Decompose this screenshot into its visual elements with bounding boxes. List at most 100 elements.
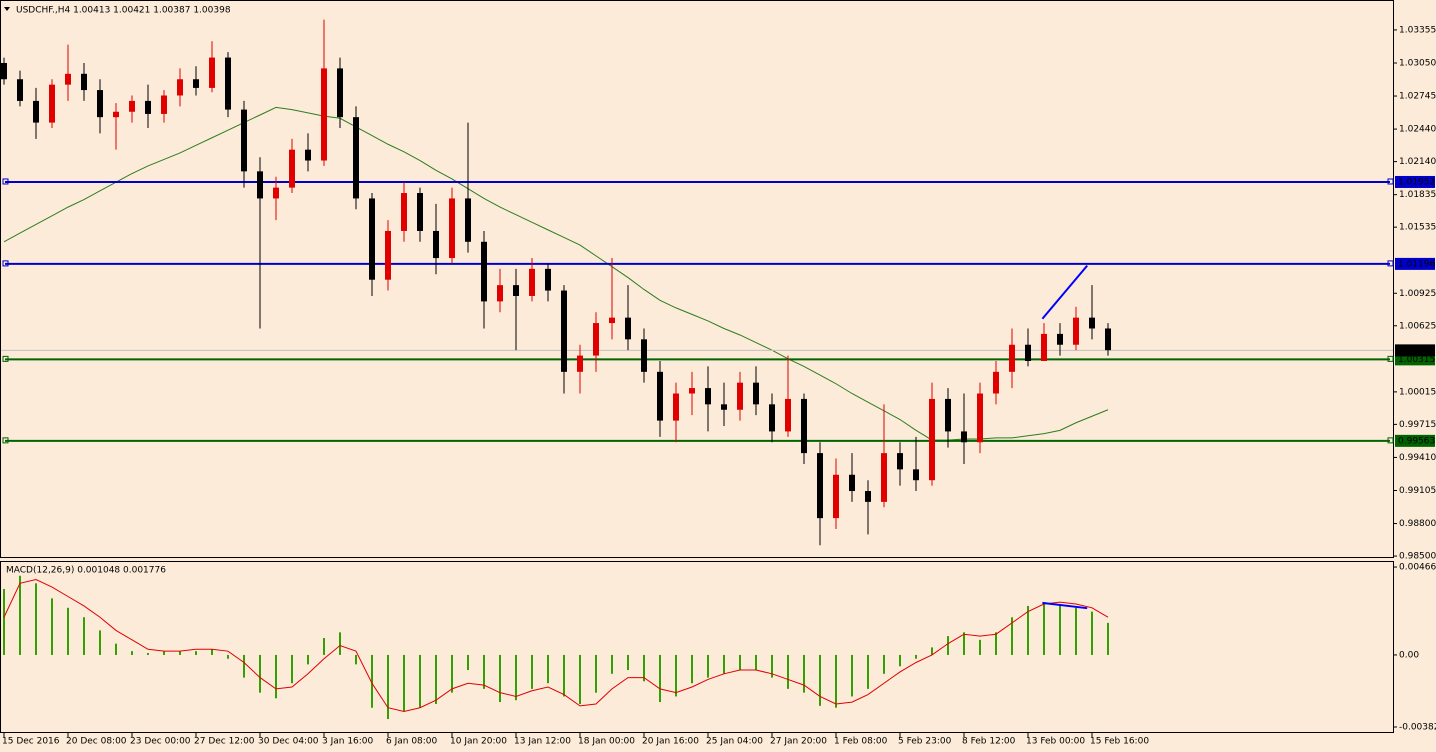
macd-bar: [835, 654, 837, 708]
candle-body: [913, 469, 919, 481]
candle-body: [113, 111, 119, 118]
candle-body: [225, 57, 231, 110]
candle-body: [1057, 333, 1063, 345]
x-tick-label: 23 Dec 00:00: [130, 737, 191, 747]
candle-body: [49, 84, 55, 123]
x-tick-label: 20 Jan 16:00: [642, 737, 699, 747]
candle-body: [1025, 344, 1031, 361]
candle-body: [529, 268, 535, 296]
macd-bar: [371, 654, 373, 708]
macd-bar: [931, 647, 933, 655]
level-label-box: [1395, 434, 1435, 447]
level-label: 0.99563: [1398, 436, 1435, 446]
candle-body: [17, 79, 23, 101]
macd-bar: [435, 654, 437, 704]
macd-bar: [35, 583, 37, 655]
price-tick-label: 0.99105: [1399, 486, 1436, 496]
level-label: 1.01196: [1398, 259, 1435, 269]
macd-bar: [451, 654, 453, 693]
macd-bar: [147, 653, 149, 655]
price-tick-label: 1.00625: [1399, 321, 1436, 331]
macd-bar: [307, 654, 309, 665]
x-tick-label: 18 Jan 00:00: [578, 737, 635, 747]
level-handle: [2, 437, 9, 444]
macd-bar: [1027, 605, 1029, 655]
x-tick-label: 10 Jan 20:00: [450, 737, 507, 747]
moving-average: [3, 106, 1109, 441]
macd-tick-label: -0.003821: [1399, 722, 1436, 732]
candle-body: [1073, 317, 1079, 345]
candle-body: [657, 371, 663, 421]
x-tick-label: 13 Feb 00:00: [1026, 737, 1085, 747]
candle-body: [1105, 328, 1111, 351]
candle-body: [353, 117, 359, 199]
candle-body: [801, 398, 807, 454]
level-handle: [2, 355, 9, 362]
price-tick-label: 0.98500: [1399, 552, 1436, 562]
price-tick-label: 1.03355: [1399, 25, 1436, 35]
level-handle: [2, 260, 9, 267]
candle-body: [833, 474, 839, 519]
macd-bar: [291, 654, 293, 684]
macd-bar: [755, 654, 757, 671]
candle-body: [385, 230, 391, 280]
candle-body: [241, 109, 247, 172]
macd-bar: [851, 654, 853, 697]
level-label-box: [1395, 175, 1435, 188]
candle-body: [321, 68, 327, 161]
candle-body: [289, 149, 295, 188]
candle-body: [577, 355, 583, 372]
macd-bar: [707, 654, 709, 678]
macd-bar: [723, 654, 725, 674]
candle-body: [33, 100, 39, 123]
price-tick-label: 1.03050: [1399, 58, 1436, 68]
macd-bar: [51, 598, 53, 655]
level-handle: [1387, 437, 1394, 444]
macd-bar: [547, 654, 549, 684]
candle-body: [401, 193, 407, 231]
macd-frame: [0, 561, 1394, 733]
x-tick-label: 27 Dec 12:00: [194, 737, 255, 747]
macd-bar: [1011, 617, 1013, 655]
macd-bar: [211, 649, 213, 655]
macd-bar: [803, 654, 805, 693]
price-tick-label: 0.99410: [1399, 453, 1436, 463]
macd-bar: [739, 654, 741, 671]
level-label-box: [1395, 257, 1435, 270]
macd-title: MACD(12,26,9) 0.001048 0.001776: [6, 566, 166, 576]
macd-bar: [1107, 622, 1109, 655]
price-tick-label: 1.00925: [1399, 289, 1436, 299]
candle-body: [449, 198, 455, 259]
candle-body: [545, 268, 551, 291]
macd-bar: [995, 632, 997, 655]
candle-body: [673, 393, 679, 421]
candle-body: [209, 57, 215, 88]
level-handle: [1387, 178, 1394, 185]
macd-bar: [915, 654, 917, 659]
macd-bar: [323, 637, 325, 655]
macd-bar: [179, 651, 181, 655]
macd-bar: [403, 654, 405, 712]
candle-body: [97, 90, 103, 118]
macd-bar: [1059, 604, 1061, 655]
candle-body: [497, 285, 503, 302]
main-frame: [0, 0, 1394, 558]
candle-body: [609, 317, 615, 324]
macd-bar: [563, 654, 565, 697]
candle-body: [641, 339, 647, 372]
macd-tick-label: 0.004663: [1399, 563, 1436, 573]
macd-signal: [3, 579, 1109, 713]
macd-bar: [595, 654, 597, 693]
candle-body: [337, 68, 343, 118]
chart-title: USDCHF.,H4 1.00413 1.00421 1.00387 1.003…: [16, 6, 231, 16]
macd-bar: [611, 654, 613, 674]
candle-body: [929, 398, 935, 481]
macd-bar: [419, 654, 421, 708]
candle-body: [1009, 344, 1015, 372]
macd-bar: [3, 588, 5, 655]
price-tick-label: 1.00015: [1399, 387, 1436, 397]
macd-bar: [355, 654, 357, 665]
candle-body: [145, 100, 151, 114]
candle-body: [769, 404, 775, 432]
